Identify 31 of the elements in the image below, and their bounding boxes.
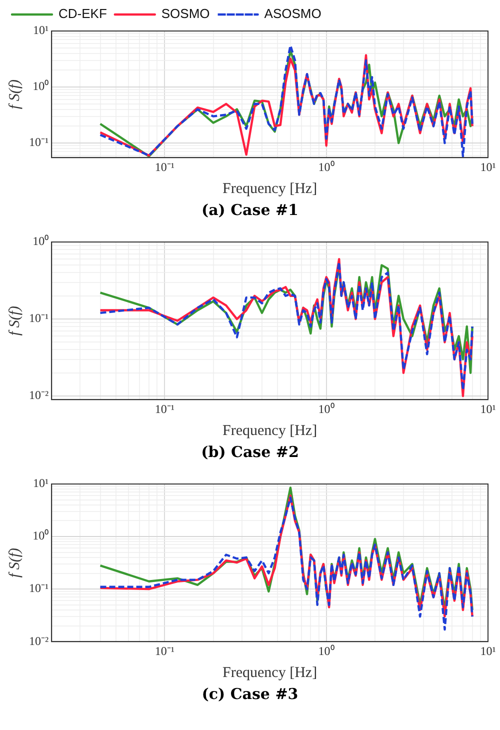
legend-label: SOSMO: [161, 6, 210, 22]
x-tick-label: 10¹: [480, 402, 496, 416]
y-axis-title: f S(f): [6, 80, 23, 110]
y-tick-label: 10⁰: [32, 528, 49, 543]
x-axis-title: Frequency [Hz]: [222, 180, 318, 197]
y-tick-label: 10⁻²: [28, 634, 49, 648]
x-tick-label: 10¹: [480, 644, 496, 658]
text: (a) Case #1: [200, 200, 300, 221]
x-tick-label: 10⁻¹: [154, 402, 175, 416]
text: (c) Case #3: [200, 684, 300, 705]
x-axis-title: Frequency [Hz]: [222, 422, 318, 439]
y-tick-label: 10⁰: [32, 234, 49, 248]
y-tick-label: 10¹: [32, 476, 49, 490]
x-tick-label: 10⁰: [318, 160, 334, 174]
x-tick-label: 10⁰: [318, 402, 334, 416]
text: (b) Case #2: [200, 442, 300, 463]
x-tick-label: 10⁻¹: [154, 160, 175, 174]
x-tick-label: 10⁻¹: [154, 644, 175, 658]
y-tick-label: 10⁻²: [28, 388, 49, 402]
y-tick-label: 10⁻¹: [28, 581, 49, 596]
y-tick-label: 10⁻¹: [28, 135, 49, 150]
y-axis-title: f S(f): [6, 306, 23, 336]
y-axis-title: f S(f): [6, 548, 23, 578]
x-tick-label: 10⁰: [318, 644, 334, 658]
y-tick-label: 10⁻¹: [28, 311, 49, 326]
y-tick-label: 10¹: [32, 23, 49, 38]
x-tick-label: 10¹: [480, 160, 496, 174]
y-tick-label: 10⁰: [32, 79, 49, 94]
legend-label: ASOSMO: [264, 6, 322, 22]
legend-label: CD-EKF: [58, 6, 107, 22]
x-axis-title: Frequency [Hz]: [222, 664, 318, 681]
